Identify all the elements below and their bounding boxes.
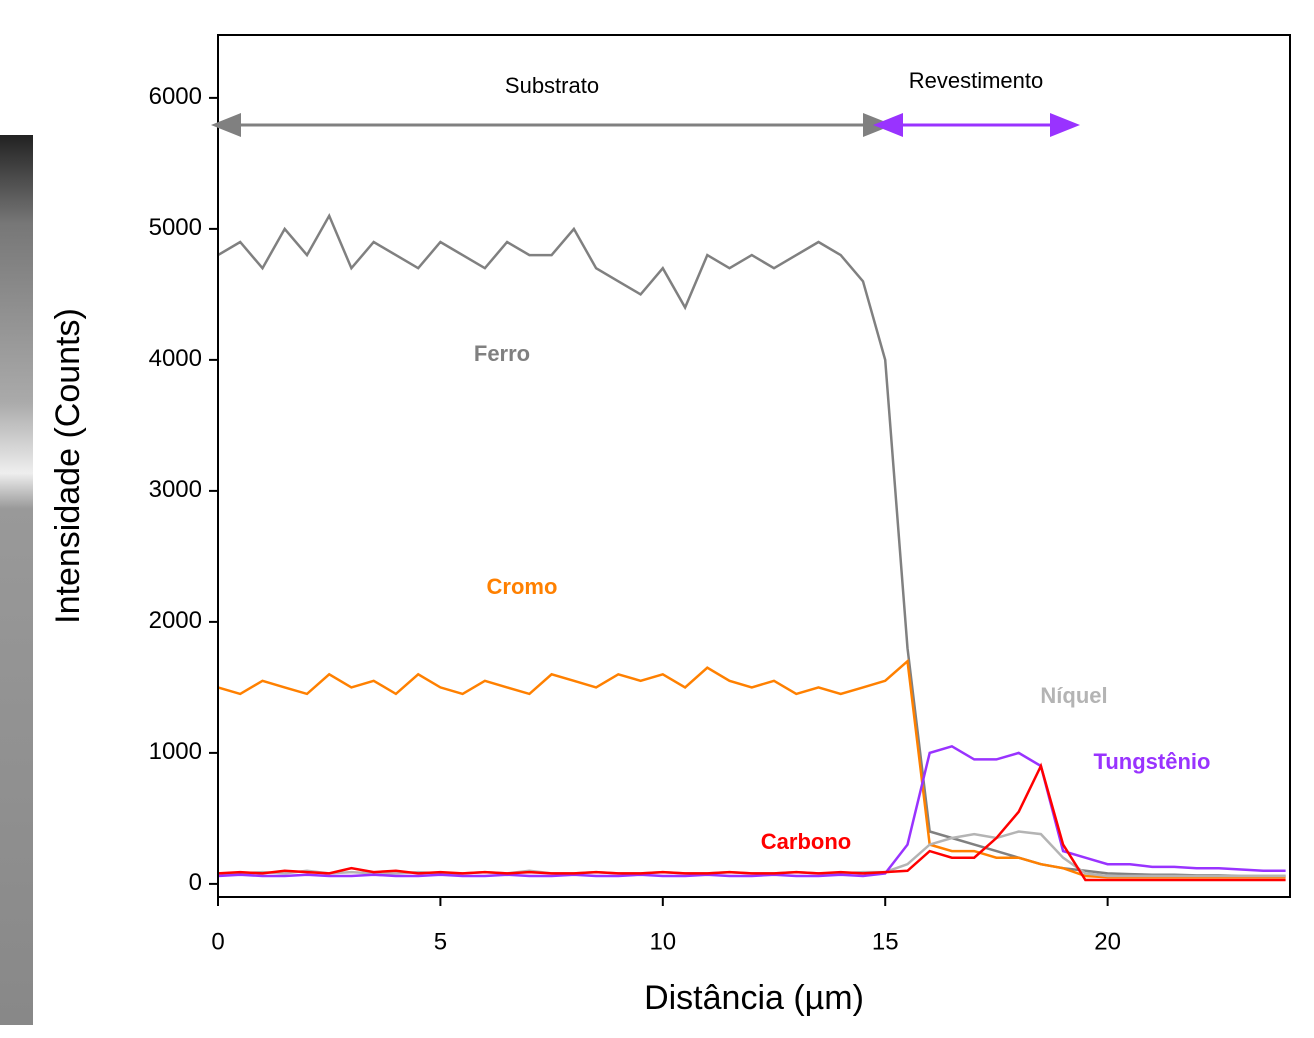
- annotation: Substrato: [505, 73, 599, 98]
- x-tick-label: 10: [649, 928, 676, 955]
- x-tick-label: 0: [211, 928, 224, 955]
- series-label: Ferro: [474, 341, 530, 366]
- y-tick-label: 6000: [149, 83, 202, 110]
- x-tick-label: 5: [434, 928, 447, 955]
- micrograph-strip: [0, 135, 33, 1025]
- series-line: [217, 658, 1286, 879]
- annotation: Revestimento: [909, 68, 1044, 93]
- y-tick-label: 3000: [149, 476, 202, 503]
- y-tick-label: 2000: [149, 607, 202, 634]
- plot-frame: [217, 34, 1291, 898]
- series-label: Carbono: [761, 829, 851, 854]
- series-line: [217, 212, 1286, 878]
- series-line: [217, 744, 1286, 878]
- x-axis-label: Distância (µm): [644, 979, 864, 1017]
- y-axis-label: Intensidade (Counts): [49, 308, 87, 624]
- series-line: [218, 830, 1286, 878]
- series-label: Cromo: [487, 574, 558, 599]
- y-tick-label: 0: [189, 869, 202, 896]
- x-tick-label: 15: [872, 928, 899, 955]
- series-label: Tungstênio: [1094, 749, 1211, 774]
- x-tick-label: 20: [1094, 928, 1121, 955]
- y-tick-label: 5000: [149, 214, 202, 241]
- y-tick-label: 1000: [149, 738, 202, 765]
- y-tick-label: 4000: [149, 345, 202, 372]
- series-line: [217, 762, 1286, 882]
- series-label: Níquel: [1040, 683, 1107, 708]
